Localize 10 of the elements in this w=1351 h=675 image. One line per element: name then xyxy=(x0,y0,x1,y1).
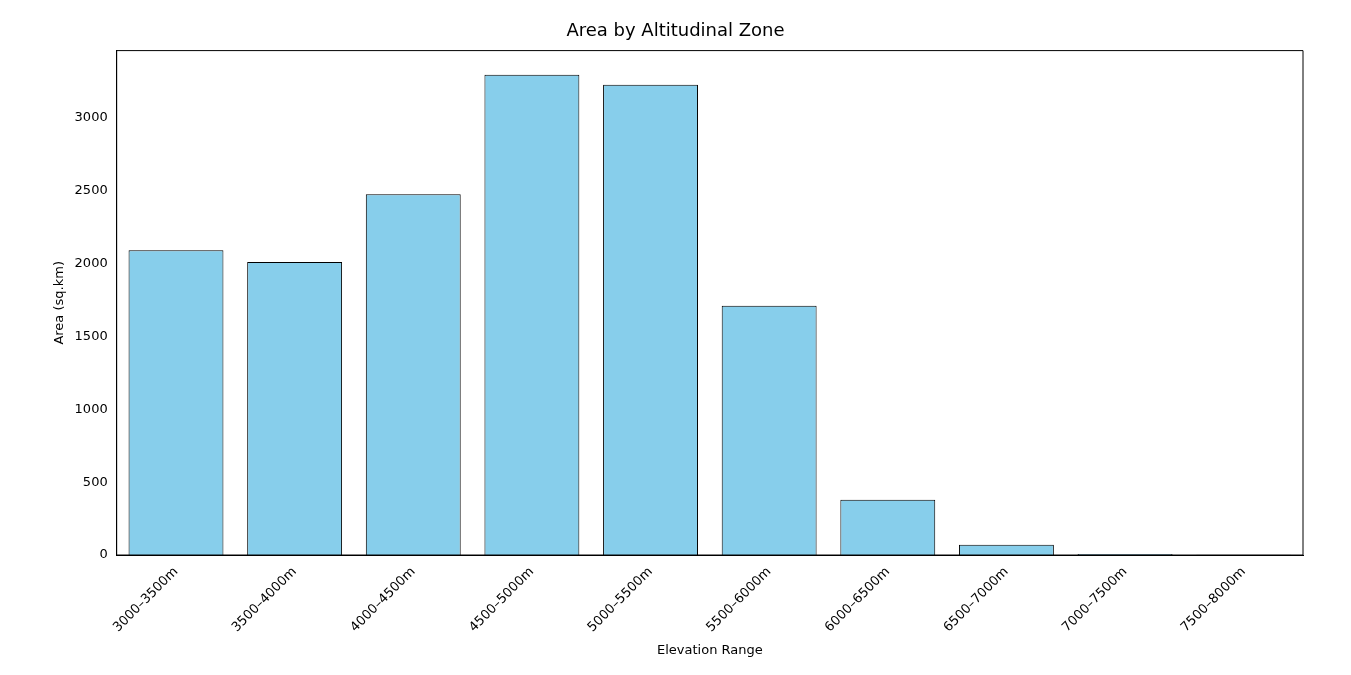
y-tick-label: 1000 xyxy=(74,400,108,416)
y-tick-label: 2500 xyxy=(74,181,108,197)
y-tick-label: 0 xyxy=(99,546,108,562)
y-tick-label: 500 xyxy=(82,473,108,489)
y-tick-label: 3000 xyxy=(74,109,108,125)
y-tick-label: 1500 xyxy=(74,327,108,343)
chart-title: Area by Altitudinal Zone xyxy=(566,19,785,41)
x-axis-title: Elevation Range xyxy=(656,641,763,657)
y-axis-title: Area (sq.km) xyxy=(51,261,67,345)
y-tick-label: 2000 xyxy=(74,254,108,270)
